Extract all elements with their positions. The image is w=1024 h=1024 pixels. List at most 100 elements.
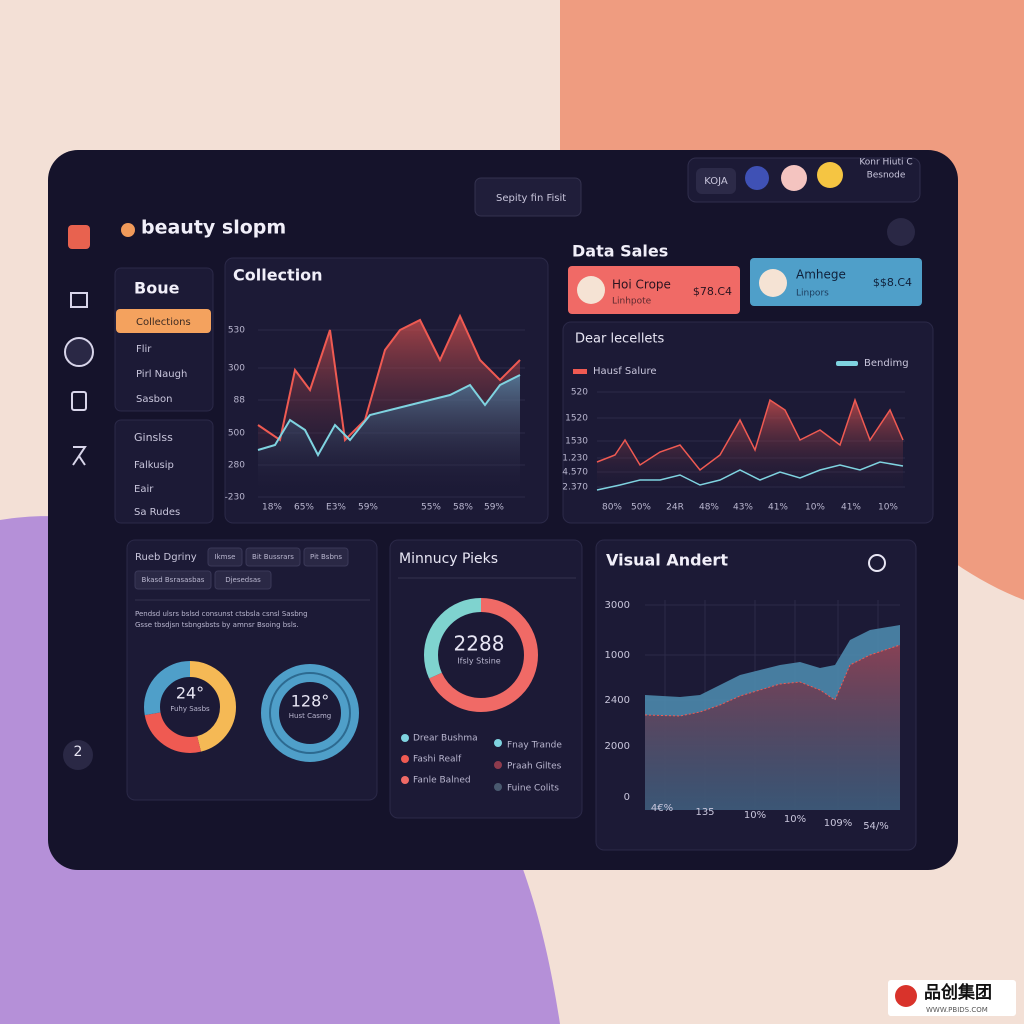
donut-center: 24° — [176, 684, 204, 703]
x-tick-label: 10% — [744, 810, 766, 821]
line-teal — [257, 374, 521, 458]
menu-item[interactable]: Sasbon — [136, 394, 173, 405]
search-box[interactable] — [474, 177, 582, 217]
legend-label: Fuine Colits — [507, 784, 559, 794]
menu-item[interactable]: Flir — [136, 344, 152, 355]
panel-title: Minnucy Pieks — [399, 551, 498, 567]
y-axis-labels: 520 1520 1530 1.230 4.570 2.370 — [562, 388, 588, 493]
line-dotted — [644, 644, 901, 717]
circle — [401, 734, 409, 742]
y-tick-label: 1530 — [565, 437, 588, 447]
y-axis-labels: 3000 1000 2400 2000 0 — [605, 600, 630, 803]
x-tick-label: 59% — [358, 503, 378, 513]
sidebar-logo[interactable] — [68, 225, 90, 249]
menu-item[interactable]: Pirl Naugh — [136, 369, 187, 380]
y-tick-label: 520 — [571, 388, 588, 398]
area-teal — [258, 375, 520, 495]
area-wine — [645, 645, 900, 810]
legend-label: Fnay Trande — [507, 741, 562, 751]
card-amount: $78.C4 — [693, 285, 732, 298]
panel-title: Dear lecellets — [575, 332, 665, 347]
circle — [144, 661, 236, 753]
panel-title: Collection — [233, 266, 323, 285]
menu-item[interactable]: Falkusip — [134, 460, 174, 471]
sales-card[interactable] — [750, 258, 922, 306]
x-tick-label: 58% — [453, 503, 473, 513]
settings-button[interactable] — [887, 218, 915, 246]
menu-active[interactable] — [116, 309, 211, 333]
y-tick-label: 2.370 — [562, 483, 588, 493]
y-tick-label: 88 — [234, 396, 246, 406]
line-teal — [596, 461, 904, 491]
legend-label: Bendimg — [864, 358, 909, 369]
card-sub: Linhpote — [612, 297, 652, 307]
y-tick-label: 4.570 — [562, 468, 588, 478]
menu-item[interactable]: Collections — [136, 317, 191, 328]
avatar[interactable] — [745, 166, 769, 190]
x-tick-label: 24R — [666, 503, 684, 513]
x-tick-label: 10% — [878, 503, 898, 513]
body-text: Gsse tbsdjsn tsbngsbsts by amnsr Bsoing … — [135, 621, 299, 629]
x-tick-label: 135 — [695, 807, 714, 818]
user-name: Konr Hiuti C — [859, 158, 912, 168]
x-tick-label: 48% — [699, 503, 719, 513]
x-tick-label: 109% — [824, 818, 853, 829]
avatar[interactable] — [781, 165, 807, 191]
sales-card[interactable] — [568, 266, 740, 314]
card-sub: Linpors — [796, 289, 829, 299]
y-tick-label: 1000 — [605, 650, 630, 661]
chip[interactable] — [245, 547, 301, 567]
menu-panel — [114, 419, 214, 524]
chip-label: Ikmse — [215, 553, 236, 561]
watermark-url: WWW.PBIDS.COM — [926, 1006, 988, 1014]
avatar[interactable] — [817, 162, 843, 188]
settings-button[interactable] — [868, 554, 886, 572]
header-badge: KOJA — [704, 176, 728, 187]
icon[interactable] — [70, 292, 88, 308]
chip[interactable] — [214, 570, 272, 590]
x-tick-label: 54/% — [863, 821, 889, 832]
y-tick-label: 300 — [228, 364, 245, 374]
chip[interactable] — [207, 547, 243, 567]
x-axis-labels: 80% 50% 24R 48% 43% 41% 10% 41% 10% — [602, 503, 898, 513]
x-tick-label: E3% — [326, 503, 346, 513]
x-tick-label: 41% — [768, 503, 788, 513]
y-tick-label: 2400 — [605, 695, 630, 706]
rueb-panel — [126, 539, 378, 801]
chip[interactable] — [134, 570, 212, 590]
chip-label: Bit Bussrars — [252, 553, 294, 561]
area-red — [597, 400, 903, 495]
legend-label: Fashi Realf — [413, 755, 462, 765]
menu-item[interactable]: Eair — [134, 484, 154, 495]
y-tick-label: 2000 — [605, 741, 630, 752]
x-axis-labels: 18% 65% E3% 59% 55% 58% 59% — [262, 503, 504, 513]
y-tick-label: 1.230 — [562, 454, 588, 464]
y-tick-label: 0 — [624, 792, 630, 803]
x-tick-label: 50% — [631, 503, 651, 513]
x-tick-label: 10% — [784, 814, 806, 825]
donut-center: 128° — [291, 692, 330, 711]
chip[interactable] — [303, 547, 349, 567]
panel-title: Visual Andert — [606, 551, 728, 570]
header-badge-bg[interactable] — [696, 168, 736, 194]
menu-title: Ginslss — [134, 431, 173, 444]
chips — [134, 547, 349, 590]
donut-right-ring — [269, 672, 351, 754]
x-tick-label: 10% — [805, 503, 825, 513]
circle — [401, 776, 409, 784]
chip-label: Djesedsas — [225, 576, 261, 584]
icon[interactable] — [71, 391, 87, 411]
icon[interactable] — [64, 337, 94, 367]
legend-label: Hausf Salure — [593, 366, 657, 377]
x-tick-label: 43% — [733, 503, 753, 513]
legend-label: Praah Giltes — [507, 762, 562, 772]
menu-item[interactable]: Sa Rudes — [134, 507, 180, 518]
watermark-icon — [895, 985, 917, 1007]
minnucy-panel — [389, 539, 583, 819]
brand-icon — [121, 223, 135, 237]
donut-left — [144, 661, 236, 753]
donut-caption: Hust Casmg — [289, 712, 331, 720]
circle — [494, 739, 502, 747]
icon[interactable] — [72, 446, 87, 466]
card-name: Amhege — [796, 268, 846, 282]
